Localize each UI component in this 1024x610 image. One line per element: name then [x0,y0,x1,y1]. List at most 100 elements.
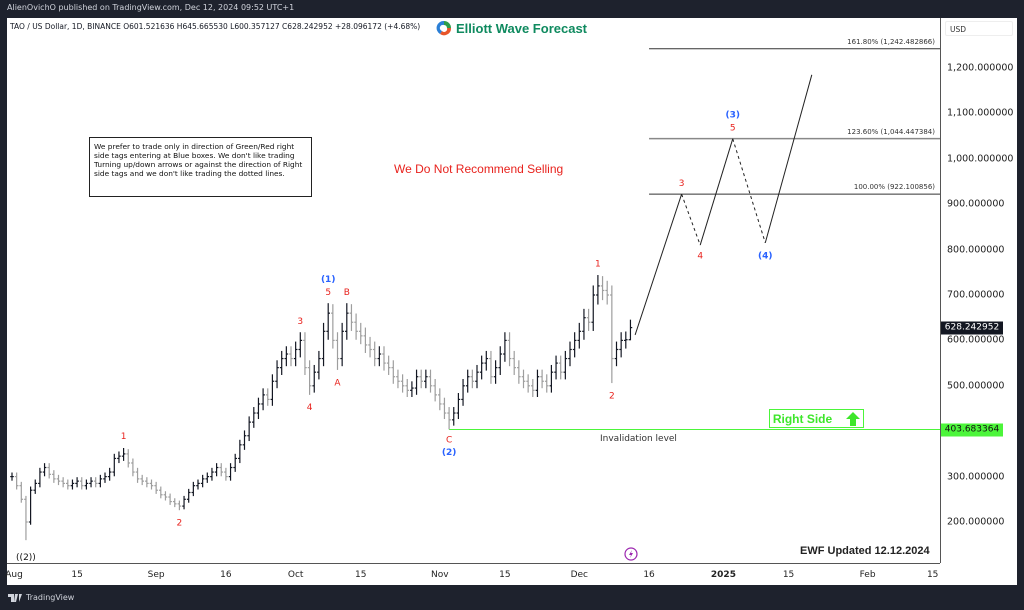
time-tick-label: 16 [220,570,232,580]
ohlc-bar [424,369,428,389]
trading-note-box: We prefer to trade only in direction of … [89,137,312,197]
ohlc-bar [47,463,51,479]
ohlc-bar [38,467,42,488]
ohlc-bar [433,378,437,402]
time-tick-label: Dec [570,570,589,580]
ohlc-bar [489,350,493,384]
ohlc-bar [614,341,619,367]
ohlc-bar [372,341,377,367]
ohlc-bar [117,451,121,464]
projection-path-dashed [681,194,701,246]
ohlc-bar [303,332,307,375]
wave-label: 1 [121,432,127,442]
ohlc-bar [493,360,498,384]
ohlc-bar [596,275,600,305]
ohlc-bar [335,332,340,370]
price-tick-label: 1,100.000000 [947,107,1014,119]
ohlc-bar [521,369,526,389]
ohlc-bar [572,332,577,358]
ohlc-bar [345,303,349,340]
wave-label: B [344,288,350,298]
wave-label: 5 [325,288,331,298]
lightning-event-icon[interactable] [624,547,638,561]
ohlc-bar [498,346,503,375]
ohlc-bar [503,332,507,362]
ohlc-bar [177,500,182,511]
ohlc-bar [507,332,512,367]
ohlc-bar [265,388,270,406]
ohlc-bar [159,486,163,499]
wave-label: 2 [177,518,183,528]
wave-label: 4 [697,251,703,261]
ohlc-bar [549,364,554,393]
ohlc-bar [75,477,79,488]
price-tick-label: 1,200.000000 [947,62,1014,74]
ohlc-bar [112,453,117,477]
ohlc-bar [582,308,586,340]
ohlc-bar [349,304,354,331]
time-tick-label: Sep [147,570,165,580]
ohlc-bar [93,477,98,488]
ohlc-bar [168,493,172,505]
ohlc-bar [224,467,228,481]
ohlc-bar [200,474,205,488]
right-side-tag: Right Side [769,409,864,428]
current-price-badge: 628.242952 [941,321,1003,335]
ohlc-bar [428,369,433,393]
chart-panel[interactable] [7,18,1017,585]
tradingview-brand: TradingView [26,593,75,602]
symbol-ohlc-legend: TAO / US Dollar, 1D, BINANCE O601.521636… [10,22,421,31]
ohlc-bar [624,331,628,349]
ohlc-bar [414,369,419,395]
time-tick-label: 2025 [710,570,736,580]
ohlc-bar [321,322,326,367]
price-tick-label: 300.000000 [947,471,1005,483]
no-sell-warning: We Do Not Recommend Selling [394,162,564,176]
ohlc-bar [340,322,344,367]
time-tick-label: 15 [926,570,939,580]
ohlc-bar [526,374,530,393]
ohlc-bar [14,472,19,490]
ohlc-bar [131,458,135,477]
ohlc-bar [382,346,386,371]
ohlc-bar [52,470,56,483]
ohlc-bar [210,467,214,481]
price-tick-label: 700.000000 [947,289,1005,301]
ohlc-bar [214,463,219,477]
ohlc-bar [107,467,112,481]
tradingview-footer[interactable]: TradingView [8,593,74,602]
time-axis[interactable] [7,563,940,586]
ohlc-bar [140,474,144,486]
wave-label: 5 [730,123,736,133]
invalidation-price-badge: 403.683364 [941,423,1003,437]
ohlc-bar [591,285,596,331]
wave-label: A [334,379,341,389]
ohlc-bar [279,350,284,375]
time-tick-label: Aug [5,570,23,580]
ohlc-bar [479,355,484,380]
ohlc-bar [456,393,461,420]
ohlc-bar [145,477,149,488]
ewf-logo: Elliott Wave Forecast [436,20,587,36]
ohlc-bar [275,360,279,389]
ohlc-bar [256,397,261,420]
ohlc-bar [544,374,549,393]
ohlc-bar [293,341,298,367]
ohlc-bar [619,332,623,358]
currency-label[interactable]: USD [945,21,1013,36]
ohlc-bar [270,374,275,406]
ohlc-bar [312,364,317,393]
ohlc-bar [386,355,391,375]
price-chart-plot[interactable]: ((2)) 1 2 3 4 5 (1) A B C (2) 1 2 3 4 5 (3) (4) [7,18,940,563]
price-axis[interactable] [940,18,1018,563]
ohlc-bar [600,276,605,301]
ohlc-bar [317,350,321,380]
ohlc-bar [400,374,405,393]
time-tick-label: 15 [71,570,83,580]
time-tick-label: 15 [355,570,367,580]
ohlc-bar [396,369,400,389]
ohlc-bar [442,397,447,420]
ohlc-bar [121,447,126,461]
time-tick-label: 15 [499,570,511,580]
ohlc-bar [554,355,558,380]
